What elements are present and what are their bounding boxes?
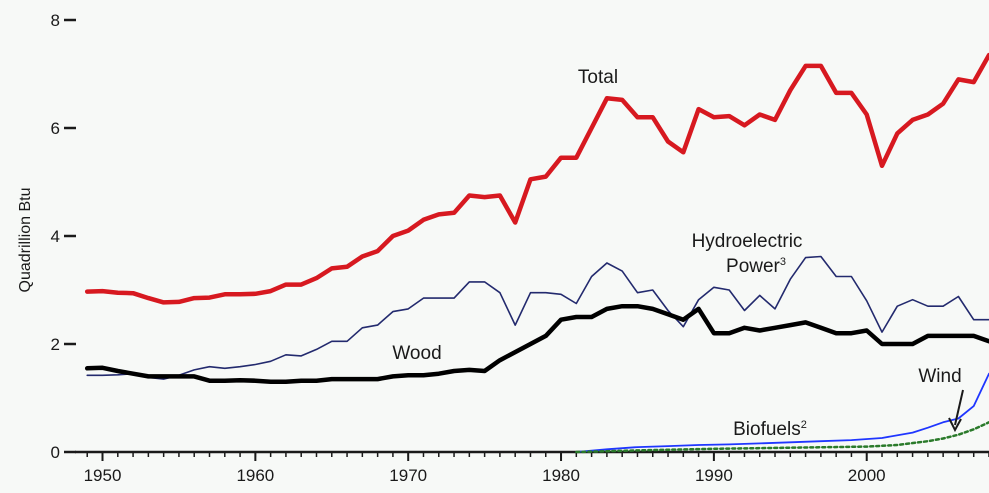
y-tick-label: 0	[51, 443, 60, 462]
axes: 1950 1960 1970 1980 1990 2000 0 2 4 6 8	[51, 11, 989, 485]
label-wind: Wind	[918, 366, 961, 387]
footnote-3: 3	[780, 256, 786, 268]
series-layer	[84, 52, 989, 454]
label-wood: Wood	[392, 343, 441, 364]
y-axis-title: Quadrillion Btu	[17, 188, 34, 293]
x-tick-label: 1960	[236, 466, 274, 485]
label-biofuels: Biofuels2	[733, 419, 807, 440]
y-tick-label: 6	[51, 119, 60, 138]
wind-pointer-arrow	[948, 389, 964, 433]
x-tick-label: 2000	[848, 466, 886, 485]
footnote-2: 2	[801, 419, 807, 431]
label-total: Total	[578, 67, 618, 88]
y-tick-label: 2	[51, 335, 60, 354]
label-power: Power3	[726, 256, 786, 277]
x-tick-label: 1990	[695, 466, 733, 485]
x-tick-label: 1980	[542, 466, 580, 485]
series-line-wood	[84, 303, 989, 385]
series-line-wind	[575, 372, 989, 453]
x-tick-label: 1970	[389, 466, 427, 485]
series-line-total	[84, 52, 989, 305]
series-line-hydroelectric-power	[86, 255, 989, 380]
series-line-biofuels	[575, 421, 989, 454]
y-tick-label: 4	[51, 227, 60, 246]
y-tick-label: 8	[51, 11, 60, 30]
x-tick-label: 1950	[84, 466, 122, 485]
label-hydroelectric: Hydroelectric	[692, 231, 803, 252]
